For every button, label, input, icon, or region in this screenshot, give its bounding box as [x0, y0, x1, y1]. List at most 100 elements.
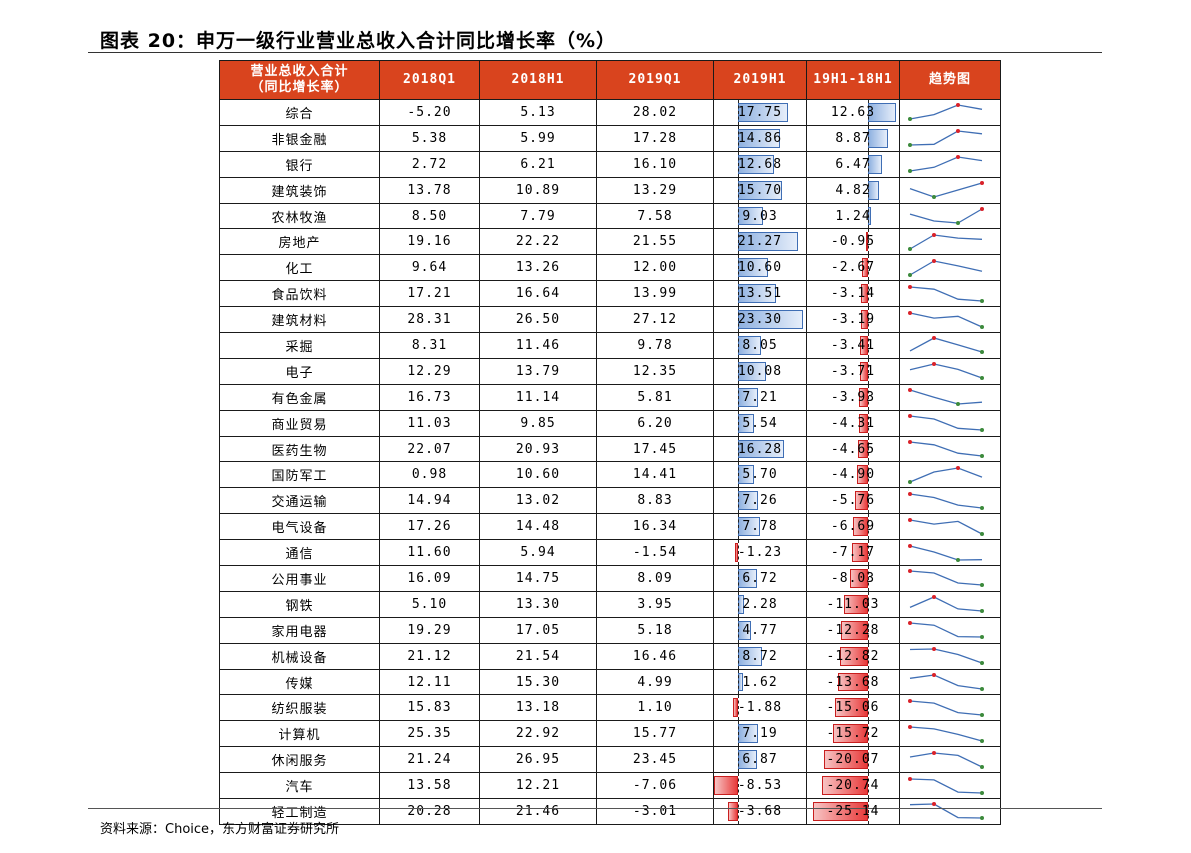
table-row: 钢铁 5.10 13.30 3.95 2.28 -11.03 — [219, 590, 1001, 618]
table-row: 计算机 25.35 22.92 15.77 7.19 -15.72 — [219, 720, 1001, 748]
value-2018q1: 20.28 — [379, 798, 480, 825]
industry-name: 通信 — [219, 539, 380, 567]
sparkline-path — [909, 415, 983, 431]
value-2019h1-cell: 15.70 — [713, 176, 807, 204]
bar-axis — [868, 566, 869, 591]
value-2019h1-cell: -8.53 — [713, 772, 807, 800]
value-diff: -11.03 — [826, 596, 880, 612]
sparkline-min-point — [980, 790, 984, 795]
trend-sparkline-cell — [899, 124, 1001, 152]
value-2019q1: 23.45 — [596, 746, 714, 774]
sparkline-max-point — [908, 440, 912, 445]
sparkline-max-point — [908, 776, 912, 781]
bar-axis — [868, 618, 869, 643]
bar-axis — [738, 514, 739, 539]
value-2019q1: 16.10 — [596, 150, 714, 178]
value-diff-cell: -4.31 — [806, 409, 900, 437]
value-2019h1-cell: 6.87 — [713, 746, 807, 774]
sparkline-min-point — [932, 195, 936, 200]
table-row: 银行 2.72 6.21 16.10 12.68 6.47 — [219, 150, 1001, 178]
sparkline-path — [909, 363, 983, 379]
value-2019q1: 15.77 — [596, 720, 714, 748]
trend-sparkline — [909, 647, 984, 666]
value-2018h1: 13.02 — [479, 487, 597, 515]
bar-axis — [738, 437, 739, 461]
table-row: 公用事业 16.09 14.75 8.09 6.72 -8.03 — [219, 565, 1001, 592]
sparkline-min-point — [980, 454, 984, 459]
trend-sparkline-cell — [899, 487, 1001, 515]
value-2019q1: 1.10 — [596, 694, 714, 722]
value-diff: -3.71 — [830, 363, 876, 379]
value-diff-cell: -25.14 — [806, 798, 900, 825]
value-2019h1-cell: 9.03 — [713, 202, 807, 230]
sparkline-max-point — [908, 517, 912, 522]
table-row: 商业贸易 11.03 9.85 6.20 5.54 -4.31 — [219, 409, 1001, 437]
bar-axis — [738, 462, 739, 487]
value-2019q1: 27.12 — [596, 306, 714, 334]
value-diff-cell: -7.17 — [806, 539, 900, 567]
sparkline-max-point — [908, 621, 912, 626]
value-2018q1: 19.29 — [379, 616, 480, 644]
bar-axis — [738, 695, 739, 720]
sparkline-max-point — [956, 103, 960, 108]
value-2018q1: 5.10 — [379, 590, 480, 618]
table-row: 交通运输 14.94 13.02 8.83 7.26 -5.76 — [219, 487, 1001, 515]
value-diff-cell: -0.95 — [806, 228, 900, 256]
value-2019q1: 4.99 — [596, 668, 714, 696]
value-diff-cell: -20.74 — [806, 772, 900, 800]
bar-axis — [738, 359, 739, 384]
value-2018h1: 17.05 — [479, 616, 597, 644]
value-2019q1: 6.20 — [596, 409, 714, 437]
bar-axis — [868, 670, 869, 694]
value-2018q1: 9.64 — [379, 254, 480, 282]
sparkline-path — [909, 700, 983, 716]
value-2019h1-cell: 13.51 — [713, 280, 807, 308]
value-2018h1: 13.18 — [479, 694, 597, 722]
data-bar-diff — [865, 232, 868, 252]
bar-axis — [868, 100, 869, 125]
value-2019h1-cell: 8.05 — [713, 332, 807, 359]
value-2018q1: 8.50 — [379, 202, 480, 230]
data-bar-diff — [840, 620, 868, 640]
value-diff: -4.90 — [830, 467, 876, 483]
data-bar-diff — [860, 310, 868, 330]
trend-sparkline — [909, 181, 984, 200]
industry-name: 家用电器 — [219, 616, 380, 644]
header-name-line2: （同比增长率） — [250, 80, 349, 95]
sparkline-min-point — [908, 169, 912, 174]
bar-axis — [738, 126, 739, 151]
value-2019h1-cell: 5.70 — [713, 461, 807, 489]
value-2019q1: 8.09 — [596, 565, 714, 592]
value-2019h1: 15.70 — [737, 182, 783, 198]
bar-axis — [868, 592, 869, 617]
value-2019h1: -8.53 — [737, 778, 783, 794]
value-diff: -3.93 — [830, 389, 876, 405]
trend-sparkline — [908, 776, 984, 795]
industry-name: 医药生物 — [219, 435, 380, 463]
header-row: 营业总收入合计 （同比增长率） 2018Q1 2018H1 2019Q1 201… — [219, 60, 1001, 100]
trend-sparkline — [908, 388, 983, 407]
sparkline-max-point — [908, 569, 912, 574]
value-diff: -2.67 — [830, 260, 876, 276]
bar-axis — [868, 488, 869, 513]
value-2019q1: 5.18 — [596, 616, 714, 644]
data-bar-diff — [850, 569, 868, 588]
value-2019h1: 5.54 — [742, 415, 778, 431]
value-2019h1: 7.21 — [742, 389, 778, 405]
industry-name: 有色金属 — [219, 383, 380, 411]
bar-axis — [868, 799, 869, 824]
sparkline-path — [909, 622, 983, 638]
trend-sparkline-cell — [899, 228, 1001, 256]
value-2018q1: 28.31 — [379, 306, 480, 334]
value-2018q1: 11.03 — [379, 409, 480, 437]
value-diff-cell: -3.93 — [806, 383, 900, 411]
industry-name: 机械设备 — [219, 642, 380, 670]
value-diff: -7.17 — [830, 545, 876, 561]
industry-name: 钢铁 — [219, 590, 380, 618]
value-2019q1: 3.95 — [596, 590, 714, 618]
value-2019h1: 10.60 — [737, 260, 783, 276]
value-diff: -3.14 — [830, 286, 876, 302]
value-2019q1: -1.54 — [596, 539, 714, 567]
value-diff: -20.07 — [826, 752, 880, 768]
value-2018q1: 19.16 — [379, 228, 480, 256]
